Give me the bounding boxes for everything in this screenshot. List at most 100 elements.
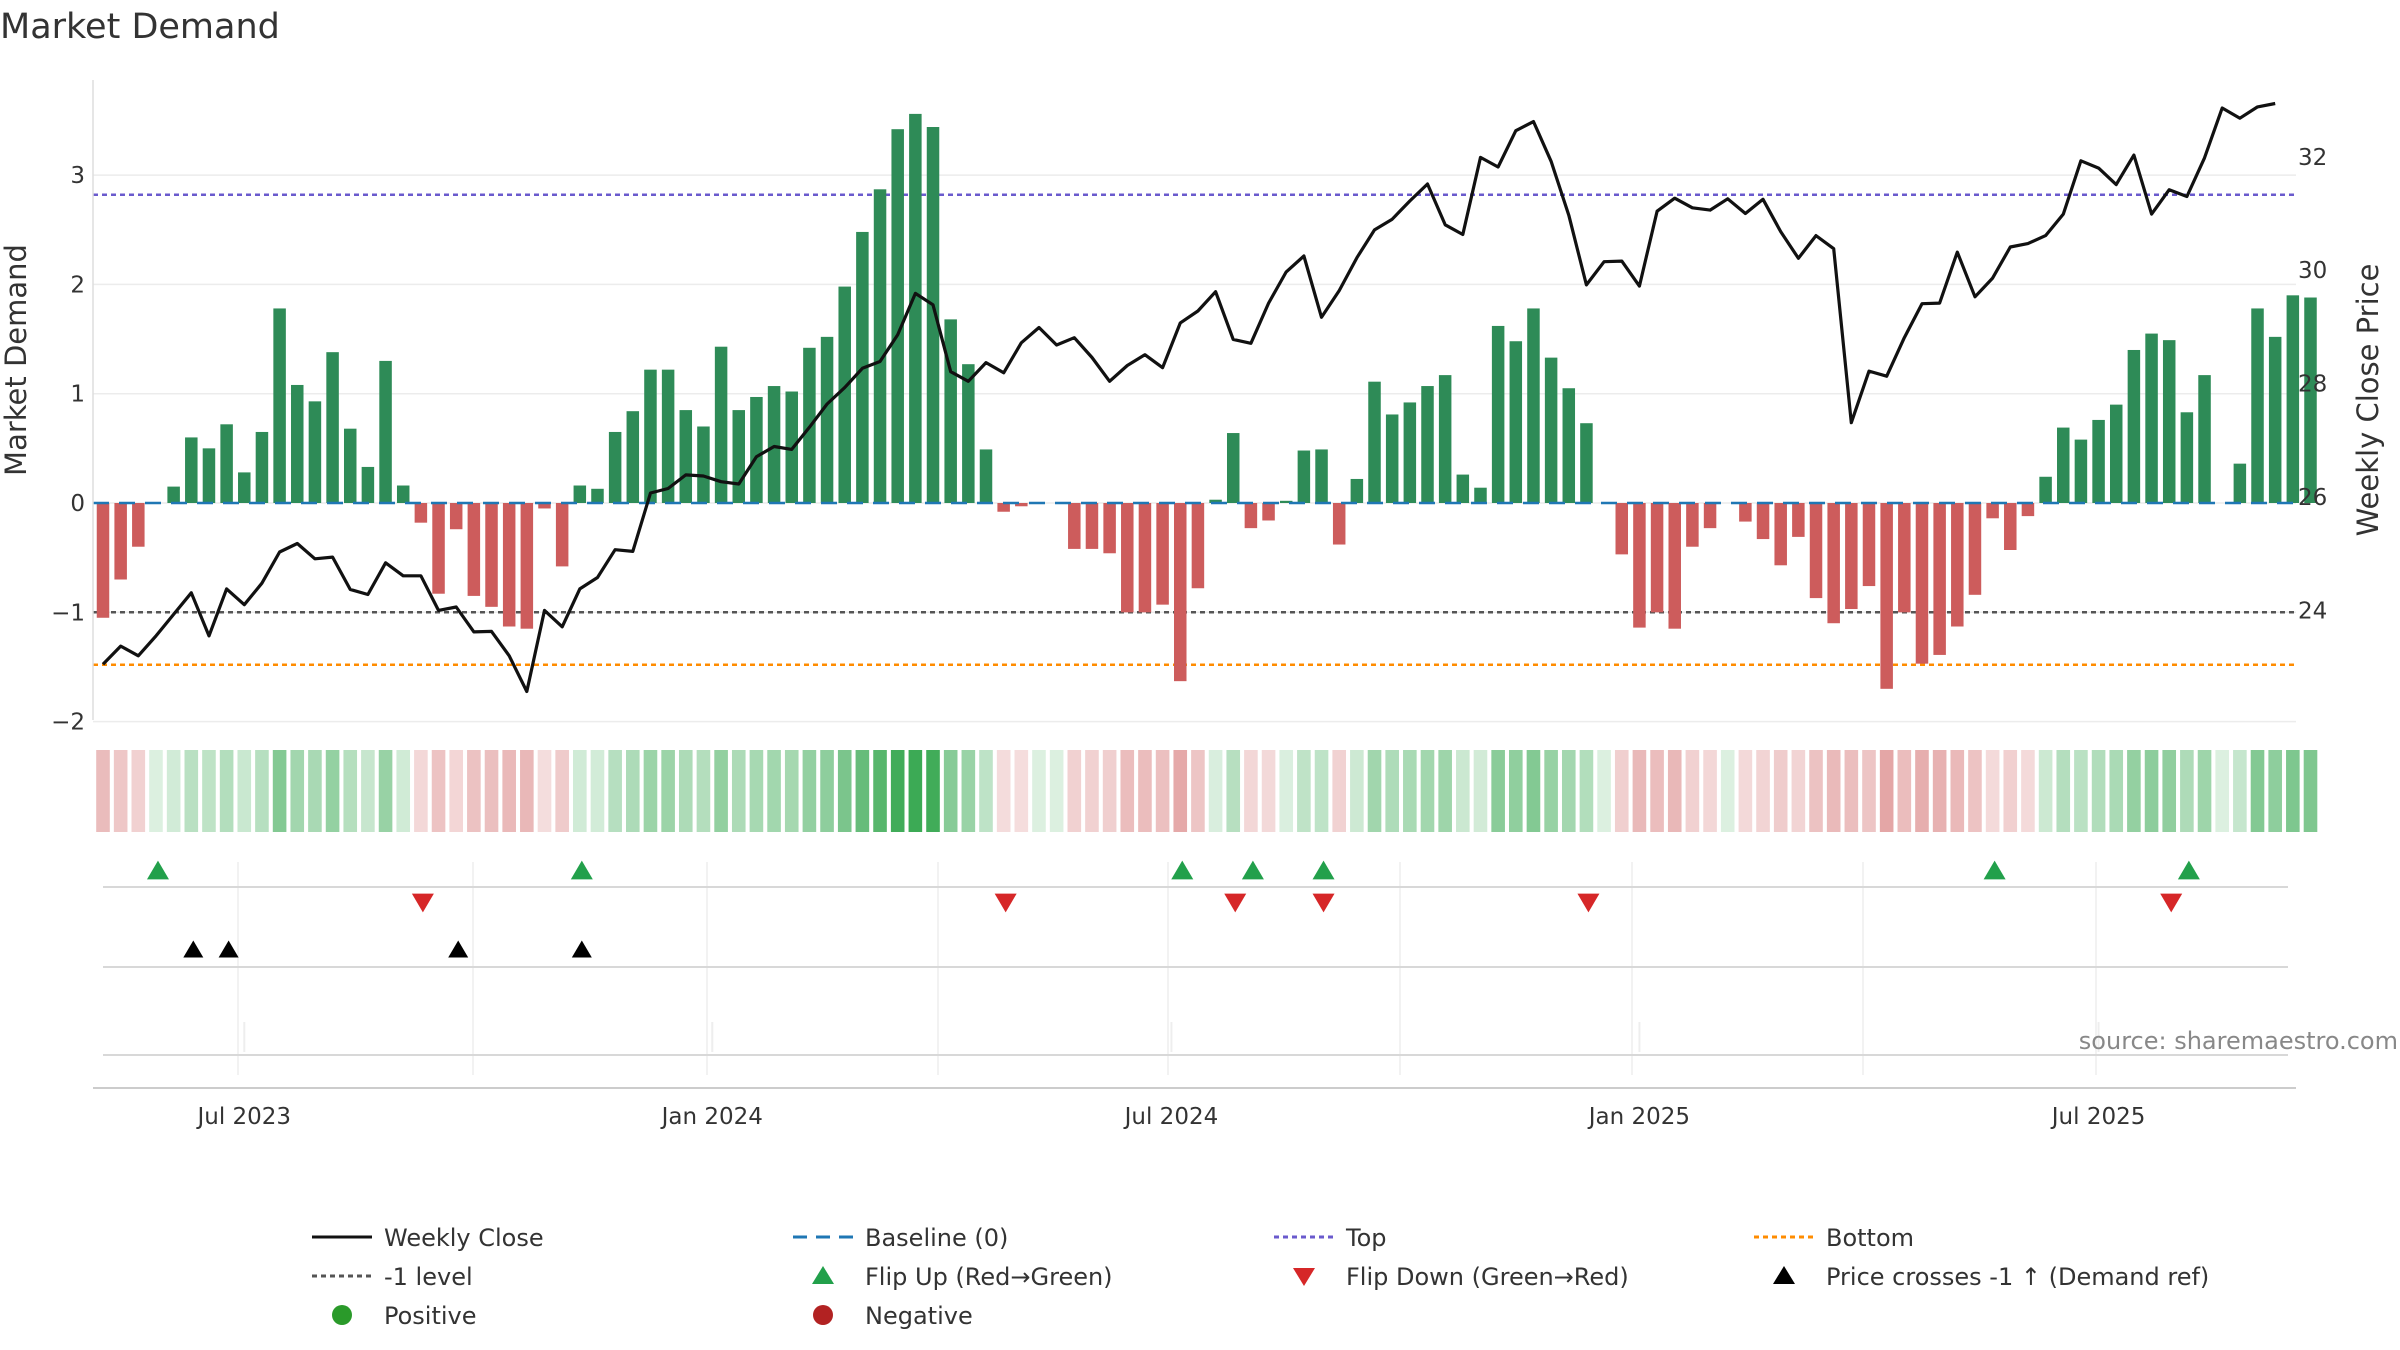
flip-down-marker	[2160, 893, 2183, 913]
demand-bar-10	[273, 308, 286, 503]
heat-cell-100	[1862, 750, 1876, 832]
heat-cell-28	[590, 750, 605, 832]
heat-cell-69	[1314, 750, 1329, 832]
demand-bar-25	[538, 503, 551, 509]
heat-cell-46	[908, 750, 923, 832]
heat-cell-87	[1632, 750, 1647, 832]
demand-bar-41	[820, 336, 834, 503]
heat-cell-114	[2109, 750, 2124, 832]
heat-cell-56	[1085, 750, 1099, 832]
demand-bar-84	[1580, 423, 1593, 503]
flip-up-marker	[1171, 860, 1194, 880]
heat-cell-112	[2074, 750, 2088, 832]
demand-bar-125	[2304, 297, 2317, 503]
demand-heat-strip	[96, 750, 2318, 832]
demand-bar-86	[1615, 503, 1629, 555]
heat-cell-111	[2056, 750, 2071, 832]
demand-bar-45	[891, 129, 904, 503]
heat-cell-49	[961, 750, 976, 832]
heat-cell-45	[890, 750, 905, 832]
heat-cell-90	[1685, 750, 1700, 832]
legend-label: Top	[1345, 1224, 1387, 1252]
x-tick-label: Jul 2025	[2050, 1104, 2146, 1130]
demand-bar-32	[661, 369, 675, 503]
demand-bar-52	[1015, 503, 1028, 507]
heat-cell-37	[749, 750, 764, 832]
demand-bar-104	[1933, 503, 1946, 655]
reference-levels	[93, 193, 2296, 667]
demand-bar-87	[1633, 503, 1646, 628]
legend-label: Weekly Close	[384, 1224, 544, 1252]
demand-bar-15	[361, 466, 375, 503]
heat-cell-104	[1932, 750, 1947, 832]
heat-cell-117	[2162, 750, 2177, 832]
legend-swatch-negative	[813, 1305, 833, 1325]
heat-cell-39	[784, 750, 799, 832]
demand-bar-91	[1703, 503, 1717, 529]
flip-up-marker	[570, 860, 593, 880]
heat-cell-96	[1791, 750, 1806, 832]
demand-bar-118	[2180, 412, 2194, 503]
demand-bar-22	[485, 503, 498, 607]
heat-cell-9	[255, 750, 269, 832]
heat-cell-73	[1385, 750, 1399, 832]
flip-up-marker	[1241, 860, 1264, 880]
demand-bar-38	[767, 386, 781, 503]
demand-bar-96	[1792, 503, 1805, 537]
demand-bar-69	[1315, 449, 1328, 503]
demand-bar-60	[1156, 503, 1169, 605]
heat-cell-63	[1208, 750, 1223, 832]
heat-cell-1	[113, 750, 128, 832]
y2-tick-label: 26	[2298, 485, 2327, 511]
flip-up-marker	[2177, 860, 2200, 880]
x-tick-label: Jul 2023	[195, 1104, 291, 1130]
demand-bar-109	[2021, 503, 2035, 517]
flip-down-marker	[1224, 893, 1247, 913]
heat-cell-85	[1597, 750, 1611, 832]
demand-bar-95	[1774, 503, 1787, 566]
demand-bar-102	[1898, 503, 1911, 613]
demand-bar-8	[238, 472, 251, 503]
heat-cell-31	[643, 750, 658, 832]
demand-bar-90	[1686, 503, 1699, 547]
demand-bar-31	[644, 369, 657, 503]
heat-cell-75	[1420, 750, 1435, 832]
heat-cell-18	[414, 750, 428, 832]
demand-bar-1	[114, 503, 127, 580]
legend-label: Flip Up (Red→Green)	[865, 1263, 1113, 1291]
heat-cell-83	[1561, 750, 1576, 832]
heat-cell-122	[2250, 750, 2265, 832]
demand-bar-114	[2109, 404, 2123, 503]
demand-bar-97	[1809, 503, 1823, 599]
demand-bar-121	[2233, 463, 2247, 503]
demand-bar-122	[2251, 308, 2264, 503]
heat-cell-76	[1438, 750, 1452, 832]
demand-bar-30	[626, 411, 640, 503]
heat-cell-86	[1614, 750, 1629, 832]
heat-cell-26	[555, 750, 569, 832]
heat-cell-36	[731, 750, 746, 832]
heat-cell-17	[396, 750, 411, 832]
legend-item-positive: Positive	[332, 1302, 477, 1330]
demand-bar-28	[591, 488, 604, 503]
heat-cell-80	[1509, 750, 1523, 832]
demand-bar-50	[979, 449, 993, 503]
grid-lines	[93, 174, 2296, 723]
x-tick-label: Jul 2024	[1123, 1104, 1219, 1130]
price-cross-marker	[571, 940, 592, 958]
heat-cell-124	[2286, 750, 2300, 832]
chart-title: Market Demand	[0, 7, 280, 47]
demand-bar-72	[1368, 381, 1381, 503]
demand-bar-112	[2074, 439, 2088, 503]
heat-cell-29	[608, 750, 622, 832]
demand-bar-119	[2198, 375, 2211, 503]
y-tick-label: 2	[70, 272, 85, 298]
demand-bar-34	[697, 426, 710, 503]
heat-cell-101	[1879, 750, 1894, 832]
demand-bar-48	[944, 319, 957, 503]
y-tick-label: 1	[70, 382, 85, 408]
y-tick-label: 0	[70, 491, 85, 517]
y-tick-label: 3	[70, 163, 85, 189]
demand-bar-18	[414, 503, 428, 523]
legend-item-bottom: Bottom	[1754, 1224, 1914, 1252]
